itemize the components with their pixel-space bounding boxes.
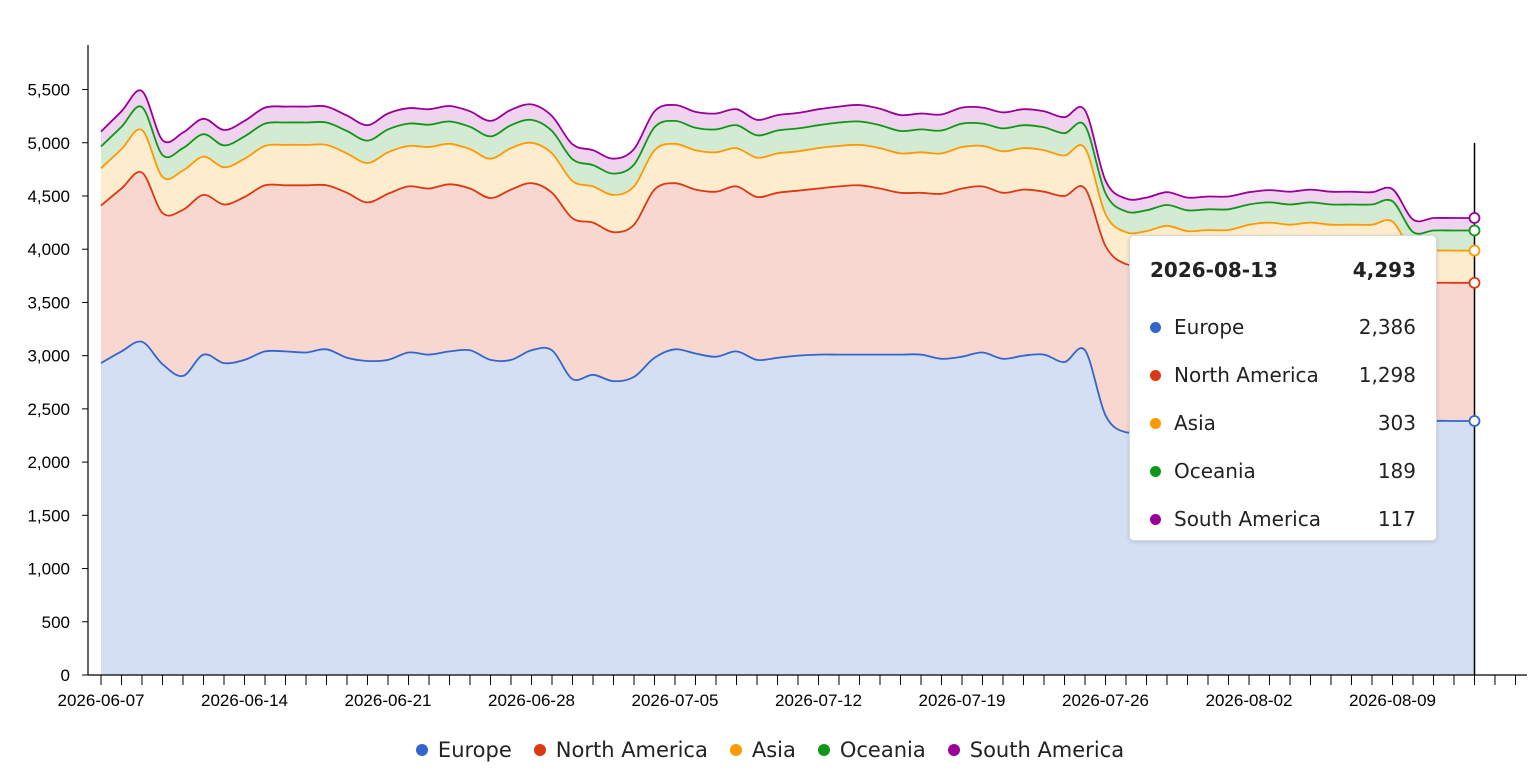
tooltip-series-value: 189 [1377,459,1416,483]
hover-marker-oceania [1468,224,1481,237]
hover-tooltip: 2026-08-13 4,293 Europe 2,386 North Amer… [1129,235,1437,541]
x-tick-label: 2026-06-14 [201,691,288,710]
line-asia [100,128,1475,255]
tooltip-swatch-north-america [1150,369,1161,381]
x-tick-label: 2026-07-05 [632,691,719,710]
y-tick-label: 3,000 [27,347,70,366]
legend-item-oceania[interactable]: Oceania [817,738,926,762]
hover-marker-asia [1468,244,1481,257]
x-tick-label: 2026-07-19 [919,691,1006,710]
line-oceania [100,105,1475,235]
y-tick-label: 500 [42,613,70,632]
tooltip-swatch-europe [1150,321,1161,333]
tooltip-row: North America 1,298 [1150,351,1416,399]
legend-swatch [947,744,960,756]
legend-swatch [817,744,830,756]
x-tick-label: 2026-06-07 [58,691,145,710]
tooltip-series-name: South America [1174,507,1321,531]
hover-marker-europe [1468,415,1481,427]
axes: 0 500 1,000 1,500 2,000 2,500 3,000 3,500 4,000 4… [27,45,1527,710]
legend-label: South America [969,738,1125,762]
hover-markers [1468,212,1481,427]
x-tick-label: 2026-07-12 [775,691,862,710]
x-tick-label: 2026-06-28 [488,691,575,710]
tooltip-header: 2026-08-13 4,293 [1150,256,1416,303]
area-south-america [101,90,1475,234]
tooltip-series-value: 1,298 [1358,363,1416,387]
y-tick-label: 4,500 [27,187,70,206]
tooltip-row: Europe 2,386 [1150,303,1416,351]
y-tick-label: 4,000 [27,240,70,259]
y-tick-label: 1,500 [27,506,70,525]
tooltip-swatch-asia [1150,417,1161,429]
y-tick-label: 2,500 [27,400,70,419]
area-europe [101,341,1475,675]
legend-swatch [533,744,546,756]
tooltip-date: 2026-08-13 [1150,258,1278,282]
tooltip-total: 4,293 [1352,258,1416,282]
legend-item-south-america[interactable]: South America [947,738,1125,762]
chart-legend: Europe North America Asia Oceania South … [0,738,1540,762]
tooltip-series-name: Asia [1174,411,1216,435]
tooltip-swatch-oceania [1150,465,1161,477]
x-tick-label: 2026-08-09 [1349,691,1436,710]
line-south-america [100,89,1475,223]
y-tick-label: 2,000 [27,453,70,472]
legend-label: Oceania [839,738,926,762]
x-tick-label: 2026-07-26 [1062,691,1149,710]
hover-marker-north-america [1468,276,1481,289]
x-tick-label: 2026-08-02 [1206,691,1293,710]
area-oceania [101,106,1475,254]
y-tick-label: 1,000 [27,560,70,579]
legend-item-asia[interactable]: Asia [729,738,796,762]
tooltip-series-name: Oceania [1174,459,1256,483]
y-tick-label: 0 [61,666,70,685]
legend-item-europe[interactable]: Europe [415,738,512,762]
y-tick-label: 3,500 [27,293,70,312]
legend-label: Asia [751,738,796,762]
legend-swatch [415,744,428,756]
x-tick-label: 2026-06-21 [345,691,432,710]
tooltip-row: South America 117 [1150,495,1416,543]
y-tick-label: 5,000 [27,134,70,153]
hover-marker-south-america [1468,212,1481,224]
legend-label: Europe [437,738,512,762]
tooltip-series-value: 2,386 [1358,315,1416,339]
tooltip-row: Asia 303 [1150,399,1416,447]
tooltip-series-name: North America [1174,363,1319,387]
tooltip-series-name: Europe [1174,315,1245,339]
tooltip-series-value: 117 [1377,507,1416,531]
tooltip-row: Oceania 189 [1150,447,1416,495]
tooltip-swatch-south-america [1150,513,1161,525]
legend-item-north-america[interactable]: North America [533,738,708,762]
y-tick-label: 5,500 [27,81,70,100]
legend-label: North America [555,738,708,762]
tooltip-series-value: 303 [1377,411,1416,435]
legend-swatch [729,744,742,756]
